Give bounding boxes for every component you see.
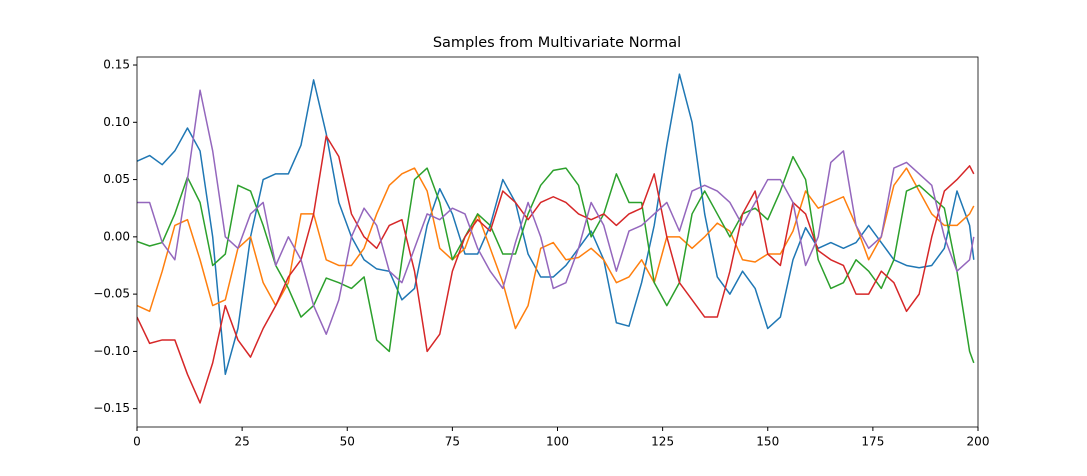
series-line [137, 135, 975, 404]
x-tick-label: 75 [445, 435, 460, 449]
series-line [137, 73, 975, 376]
y-tick-label: −0.05 [93, 287, 130, 301]
x-tick-label: 0 [133, 435, 141, 449]
series-line [137, 89, 975, 335]
y-tick-label: 0.00 [103, 229, 130, 243]
y-tick-label: −0.15 [93, 401, 130, 415]
series-line [137, 155, 975, 364]
series-line [137, 167, 975, 330]
y-tick-label: −0.10 [93, 344, 130, 358]
x-tick-label: 200 [967, 435, 990, 449]
x-tick-label: 25 [234, 435, 249, 449]
x-tick-label: 100 [546, 435, 569, 449]
y-tick-label: 0.10 [103, 115, 130, 129]
chart-title: Samples from Multivariate Normal [433, 35, 681, 51]
plot-frame [136, 56, 979, 428]
x-tick-label: 125 [651, 435, 674, 449]
y-tick-label: 0.15 [103, 58, 130, 72]
y-tick-label: 0.05 [103, 172, 130, 186]
x-tick-label: 50 [340, 435, 355, 449]
x-tick-label: 150 [756, 435, 779, 449]
x-tick-label: 175 [861, 435, 884, 449]
